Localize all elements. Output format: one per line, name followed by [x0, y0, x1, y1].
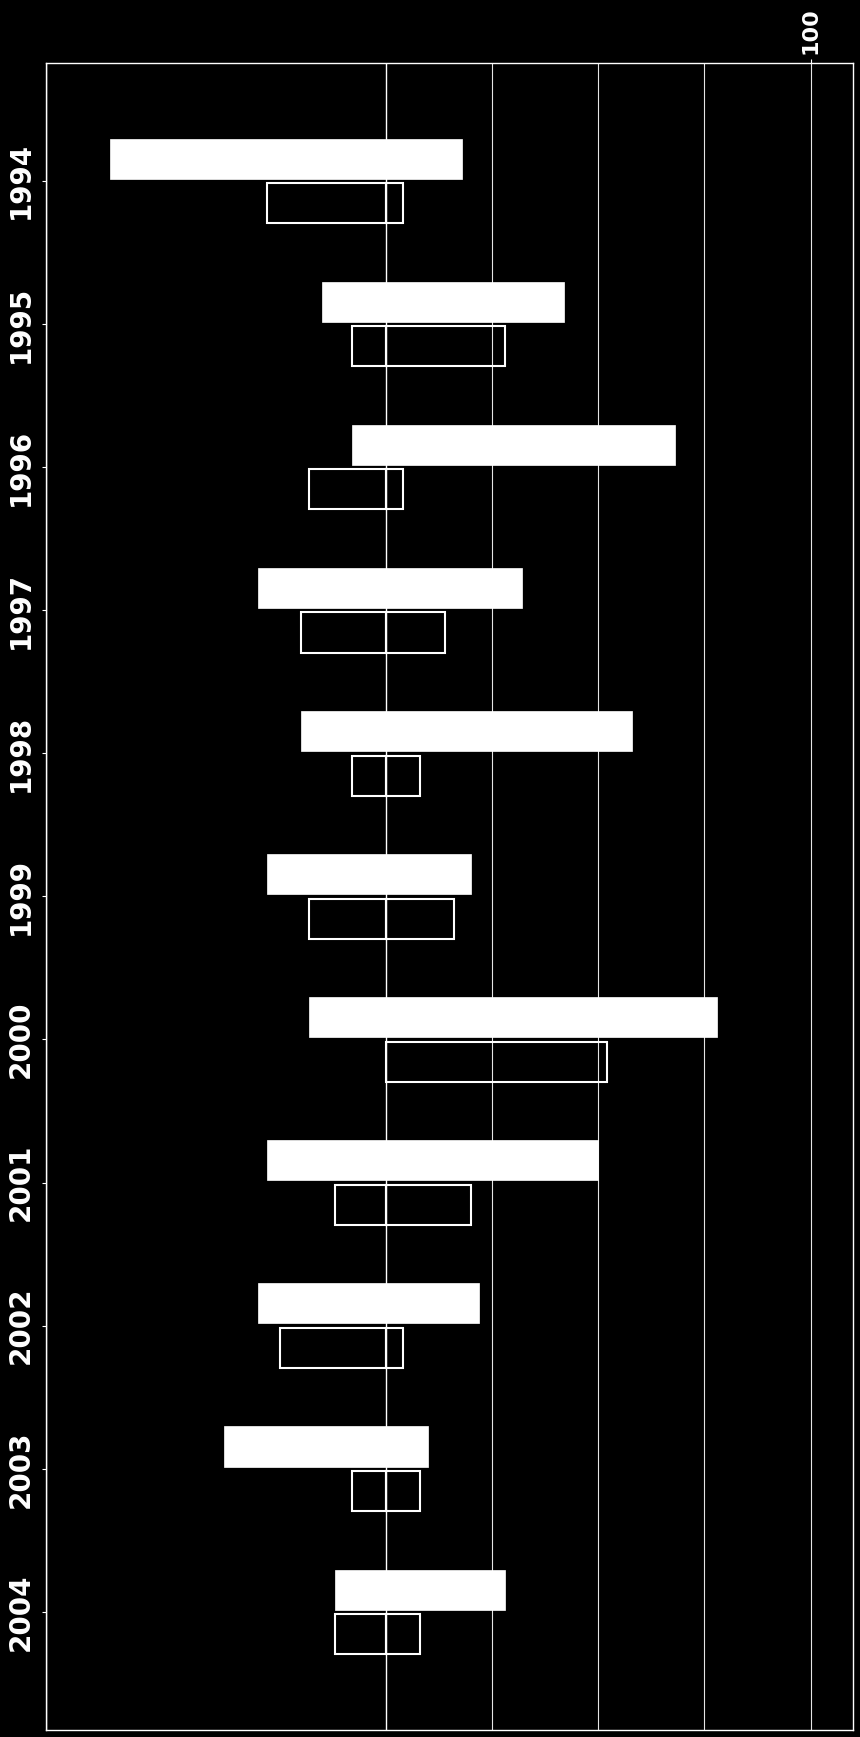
Bar	[386, 1614, 420, 1654]
Bar	[386, 469, 402, 509]
Bar	[258, 1284, 386, 1324]
Bar	[386, 1284, 479, 1324]
Bar	[335, 1570, 386, 1610]
Bar	[386, 182, 402, 224]
Bar	[301, 613, 386, 653]
Bar	[310, 469, 386, 509]
Bar	[335, 1185, 386, 1225]
Bar	[280, 1329, 386, 1369]
Bar	[352, 756, 386, 796]
Bar	[386, 426, 674, 466]
Bar	[386, 1329, 402, 1369]
Bar	[386, 756, 420, 796]
Bar	[322, 281, 386, 321]
Bar	[110, 139, 386, 179]
Bar	[386, 327, 505, 367]
Bar	[386, 1139, 599, 1181]
Bar	[386, 281, 564, 321]
Bar	[352, 327, 386, 367]
Bar	[310, 997, 386, 1037]
Bar	[386, 1185, 470, 1225]
Bar	[224, 1426, 386, 1466]
Bar	[386, 898, 454, 938]
Bar	[386, 1570, 505, 1610]
Bar	[267, 182, 386, 224]
Bar	[310, 898, 386, 938]
Bar	[386, 568, 522, 608]
Bar	[386, 613, 445, 653]
Bar	[267, 1139, 386, 1181]
Bar	[258, 568, 386, 608]
Bar	[386, 710, 632, 750]
Bar	[352, 1471, 386, 1511]
Bar	[386, 855, 470, 895]
Bar	[335, 1614, 386, 1654]
Bar	[386, 1426, 428, 1466]
Bar	[352, 426, 386, 466]
Bar	[267, 855, 386, 895]
Bar	[301, 710, 386, 750]
Bar	[386, 1042, 606, 1082]
Bar	[386, 139, 463, 179]
Bar	[386, 997, 717, 1037]
Bar	[386, 1471, 420, 1511]
